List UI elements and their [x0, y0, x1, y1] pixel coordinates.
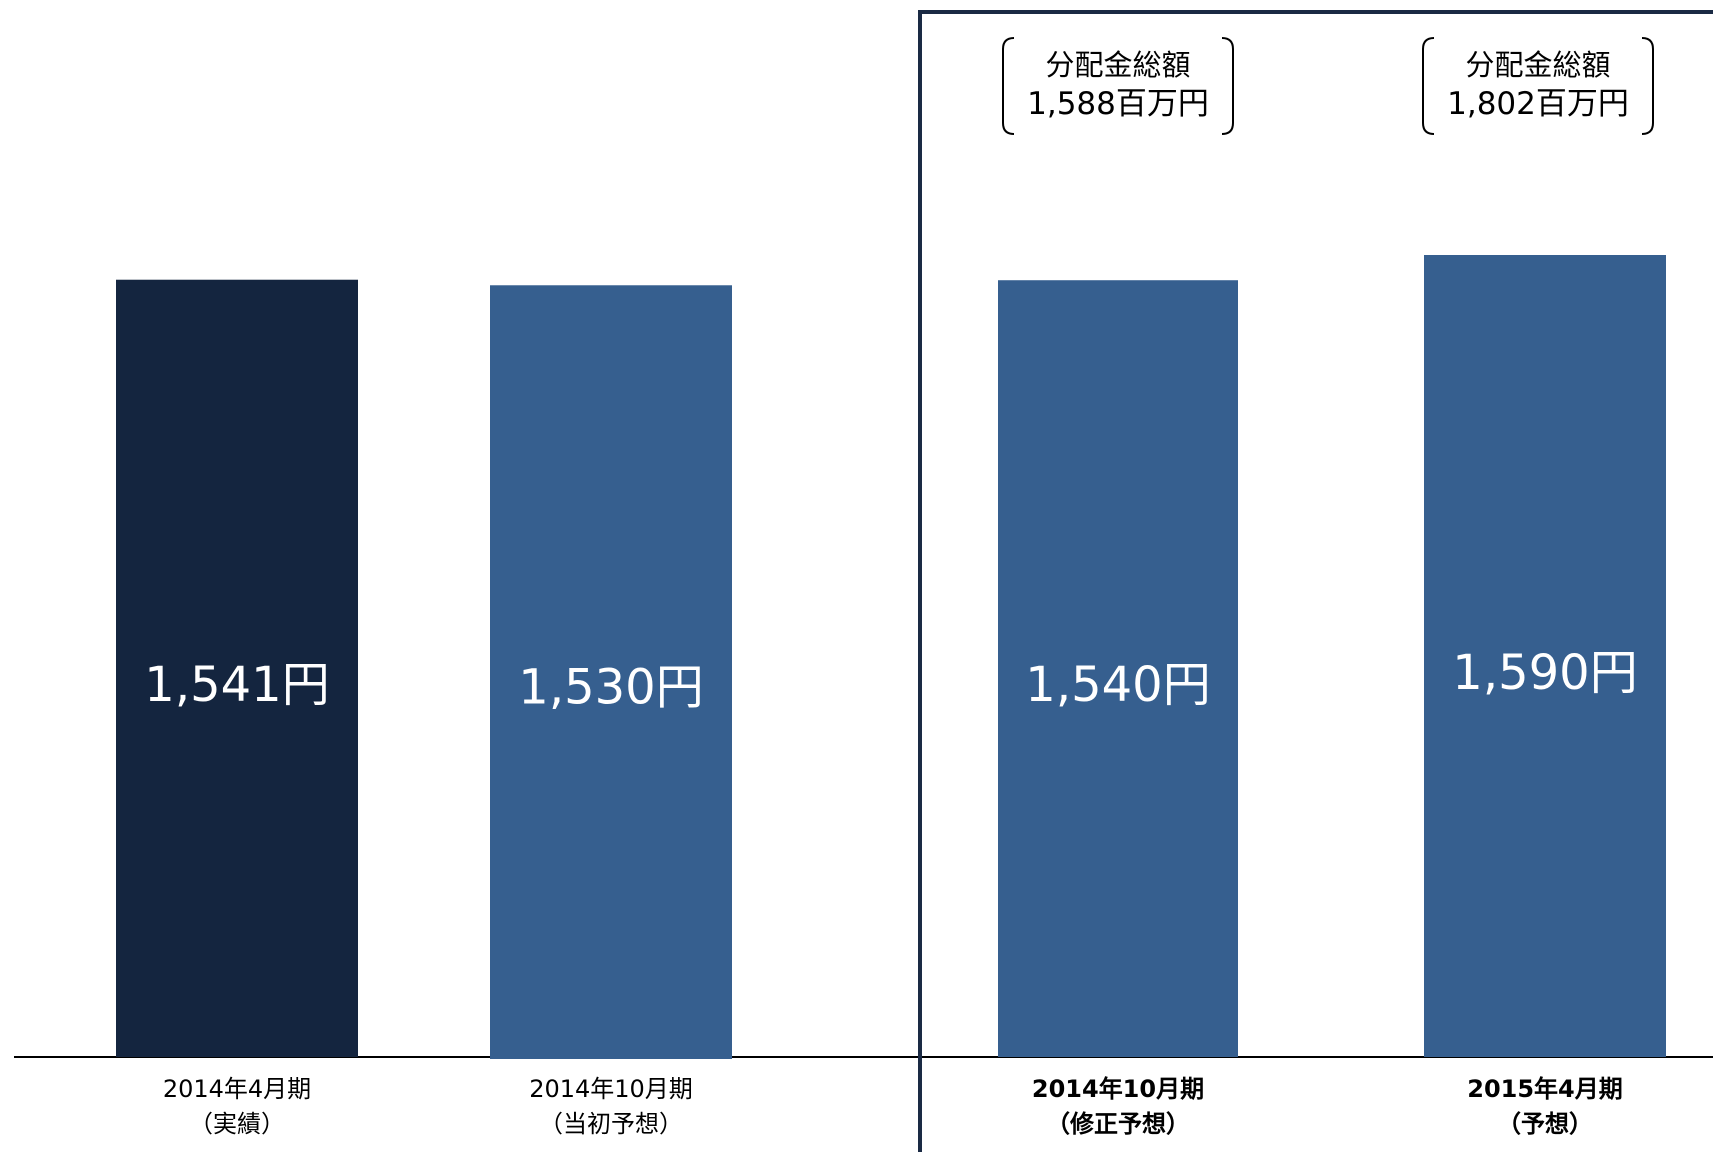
- annotation-bracket-right-2: [1641, 37, 1654, 135]
- bar-value-label-3: 1,540円: [1025, 657, 1210, 713]
- category-label-2-line2: （当初予想）: [539, 1110, 683, 1138]
- annotation-bracket-left-2: [1422, 37, 1435, 135]
- bar-value-label-4: 1,590円: [1452, 645, 1637, 701]
- category-label-1-line1: 2014年4月期: [163, 1075, 311, 1103]
- annotation-title-1: 分配金総額: [1045, 48, 1190, 82]
- forecast-highlight-frame: [918, 10, 1713, 1152]
- bar-2: [490, 285, 732, 1059]
- category-label-3-line1: 2014年10月期: [1032, 1075, 1204, 1103]
- bar-value-label-1: 1,541円: [144, 657, 329, 713]
- bar-3: [998, 280, 1238, 1057]
- category-label-4-line1: 2015年4月期: [1467, 1075, 1623, 1103]
- annotation-amount-2: 1,802百万円: [1447, 86, 1629, 122]
- category-label-1-line2: （実績）: [189, 1110, 285, 1138]
- bar-1: [116, 279, 358, 1057]
- bar-value-label-2: 1,530円: [518, 660, 703, 716]
- annotation-amount-1: 1,588百万円: [1027, 86, 1209, 122]
- category-label-4-line2: （予想）: [1497, 1110, 1593, 1138]
- annotation-bracket-left-1: [1002, 37, 1015, 135]
- bar-4: [1424, 255, 1666, 1057]
- category-label-3-line2: （修正予想）: [1046, 1110, 1190, 1138]
- annotation-title-2: 分配金総額: [1465, 48, 1610, 82]
- category-label-2-line1: 2014年10月期: [529, 1075, 693, 1103]
- annotation-bracket-right-1: [1221, 37, 1234, 135]
